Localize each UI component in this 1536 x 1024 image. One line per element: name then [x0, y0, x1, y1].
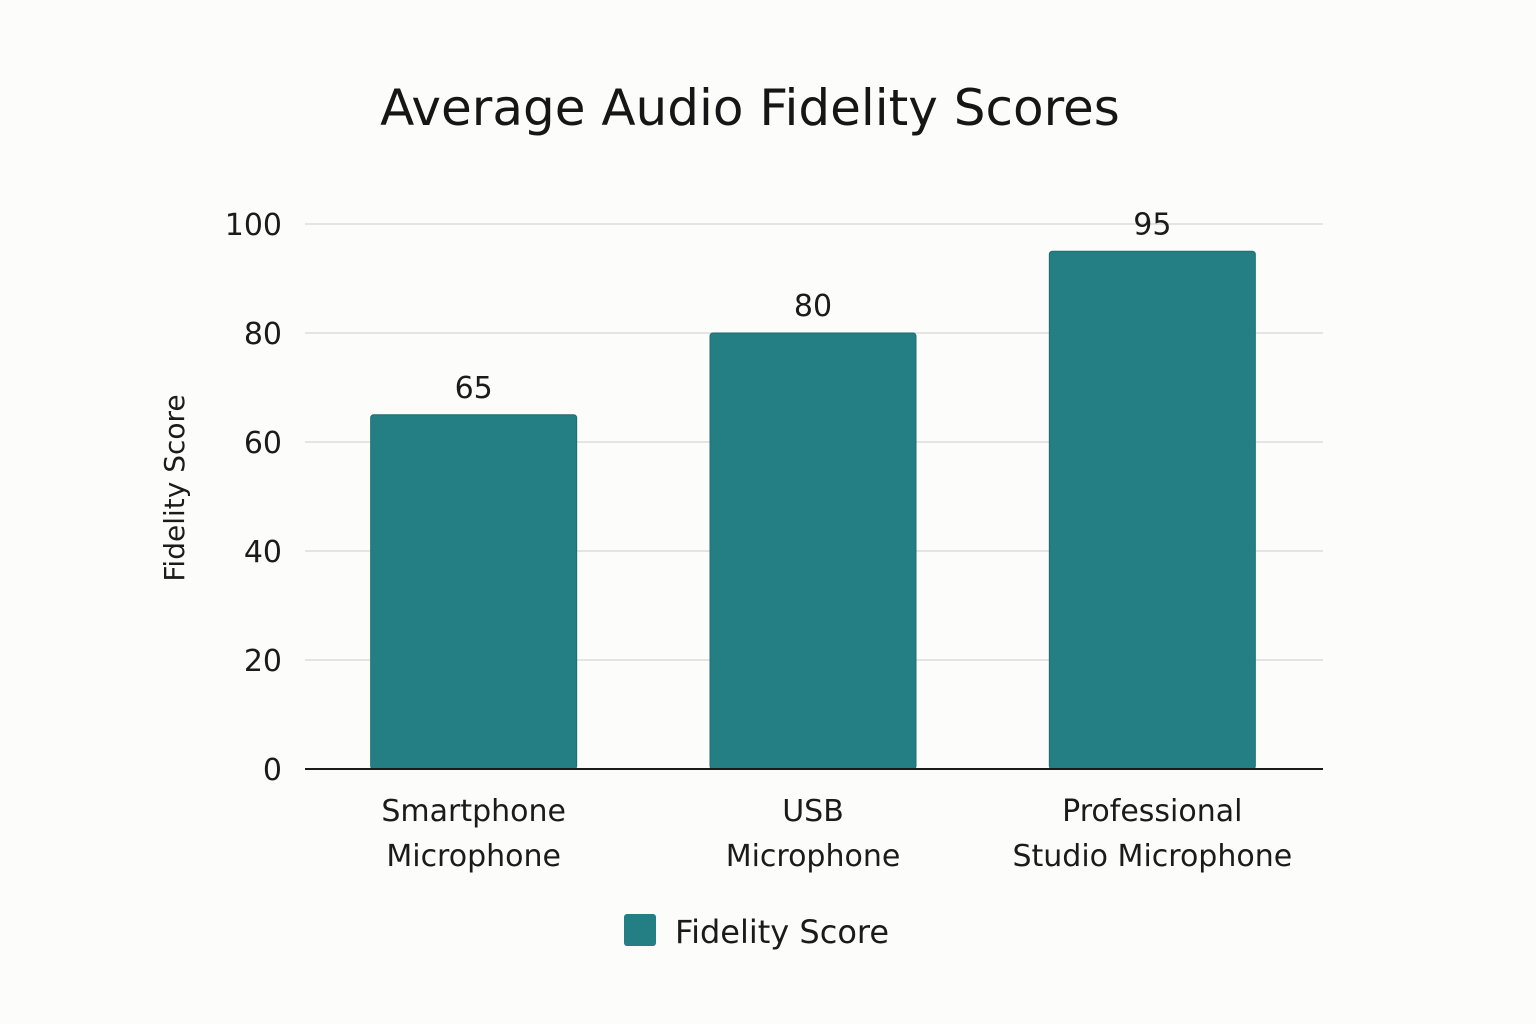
y-tick-label: 0	[263, 753, 282, 788]
legend-label: Fidelity Score	[675, 913, 889, 951]
value-labels: 65 80 95	[455, 207, 1172, 406]
x-axis-ticks: Smartphone Microphone USB Microphone Profess…	[381, 794, 1292, 874]
bar	[1048, 250, 1256, 770]
legend: Fidelity Score	[624, 913, 889, 951]
legend-swatch	[624, 914, 656, 946]
y-tick-label: 100	[225, 208, 282, 243]
y-axis-ticks: 0 20 40 60 80 100	[225, 208, 282, 788]
value-label: 80	[794, 289, 832, 324]
x-tick-label: USB Microphone	[726, 794, 901, 874]
value-label: 65	[455, 371, 493, 406]
chart-title: Average Audio Fidelity Scores	[380, 79, 1120, 137]
y-tick-label: 80	[244, 317, 282, 352]
y-tick-label: 40	[244, 535, 282, 570]
x-tick-label: Professional Studio Microphone	[1012, 794, 1292, 874]
y-axis-label: Fidelity Score	[158, 394, 191, 581]
value-label: 95	[1133, 207, 1171, 242]
bar	[370, 414, 578, 770]
y-tick-label: 60	[244, 426, 282, 461]
bars	[370, 250, 1256, 770]
bar	[709, 332, 917, 770]
x-tick-label: Smartphone Microphone	[381, 794, 566, 874]
y-tick-label: 20	[244, 644, 282, 679]
